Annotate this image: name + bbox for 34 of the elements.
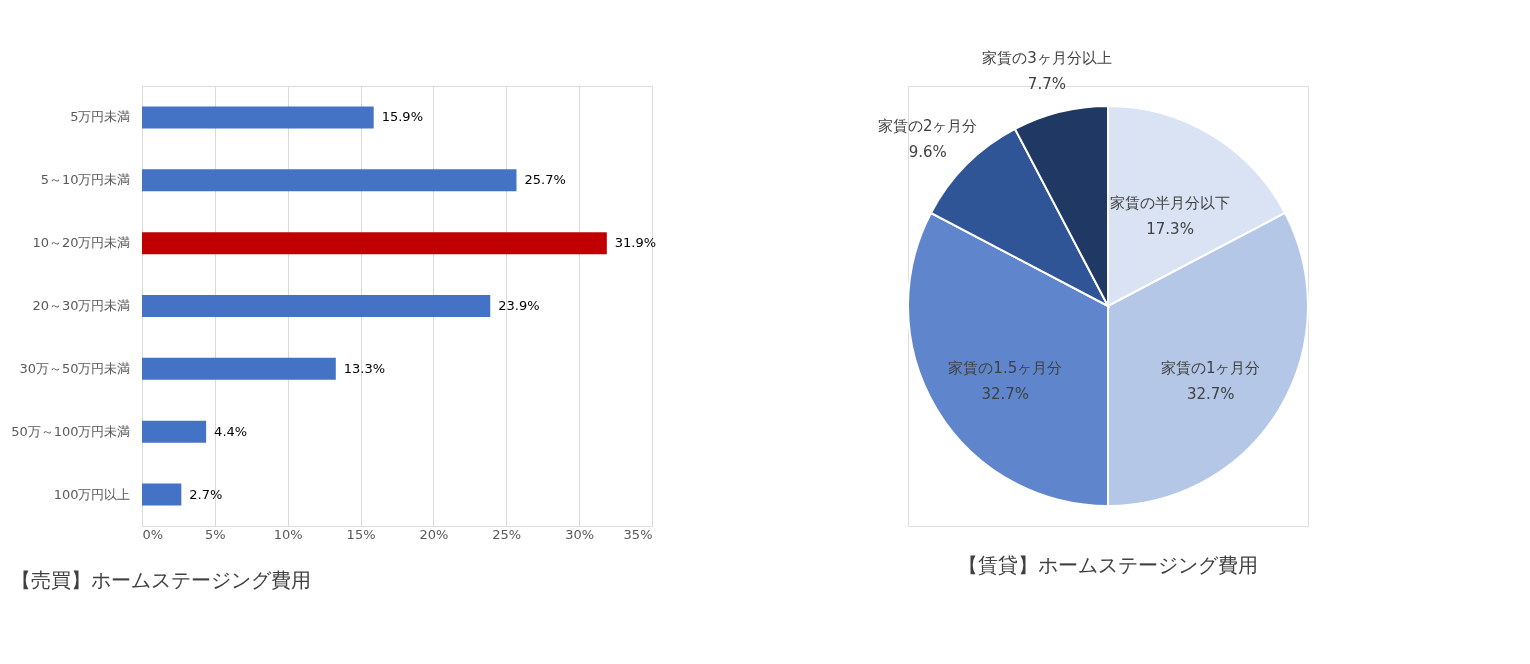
x-tick-label: 10%	[273, 526, 303, 542]
y-tick-label: 20～30万円未満	[32, 298, 131, 313]
slice-label: 家賃の1ヶ月分	[1160, 359, 1261, 378]
data-label: 9.6%	[908, 142, 947, 161]
x-tick-label: 30%	[565, 526, 595, 542]
data-label: 4.4%	[214, 423, 248, 439]
y-tick-label: 5～10万円未満	[40, 172, 131, 188]
y-tick-label: 5万円未満	[70, 109, 131, 125]
y-tick-label: 100万円以上	[53, 486, 131, 502]
x-tick-label: 25%	[492, 526, 522, 542]
data-label: 23.9%	[498, 298, 540, 313]
data-label: 31.9%	[614, 235, 657, 251]
data-label: 32.7%	[981, 385, 1030, 404]
slice-label: 家賃の半月分以下	[1110, 194, 1231, 213]
data-label: 17.3%	[1146, 220, 1194, 239]
x-tick-label: 20%	[419, 526, 449, 542]
y-tick-label: 30万～50万円未満	[19, 360, 131, 376]
data-label: 25.7%	[524, 172, 566, 188]
data-label: 13.3%	[343, 360, 386, 376]
x-tick-label: 0%	[142, 526, 164, 542]
text: 【売買】ホームステージング費用	[10, 568, 311, 592]
y-tick-label: 50万～100万円未満	[11, 423, 131, 439]
data-label: 32.7%	[1186, 385, 1235, 404]
data-label: 2.7%	[189, 486, 223, 502]
data-label: 7.7%	[1027, 75, 1066, 94]
x-tick-label: 35%	[623, 526, 653, 542]
slice-label: 家賃の3ヶ月分以上	[982, 49, 1112, 68]
slice-label: 家賃の1.5ヶ月分	[948, 359, 1063, 378]
data-label: 15.9%	[381, 109, 423, 125]
x-tick-label: 5%	[205, 526, 226, 542]
text: 【賃貸】ホームステージング費用	[958, 553, 1258, 577]
x-tick-label: 15%	[346, 526, 376, 542]
y-tick-label: 10～20万円未満	[32, 235, 131, 251]
slice-label: 家賃の2ヶ月分	[877, 116, 978, 135]
